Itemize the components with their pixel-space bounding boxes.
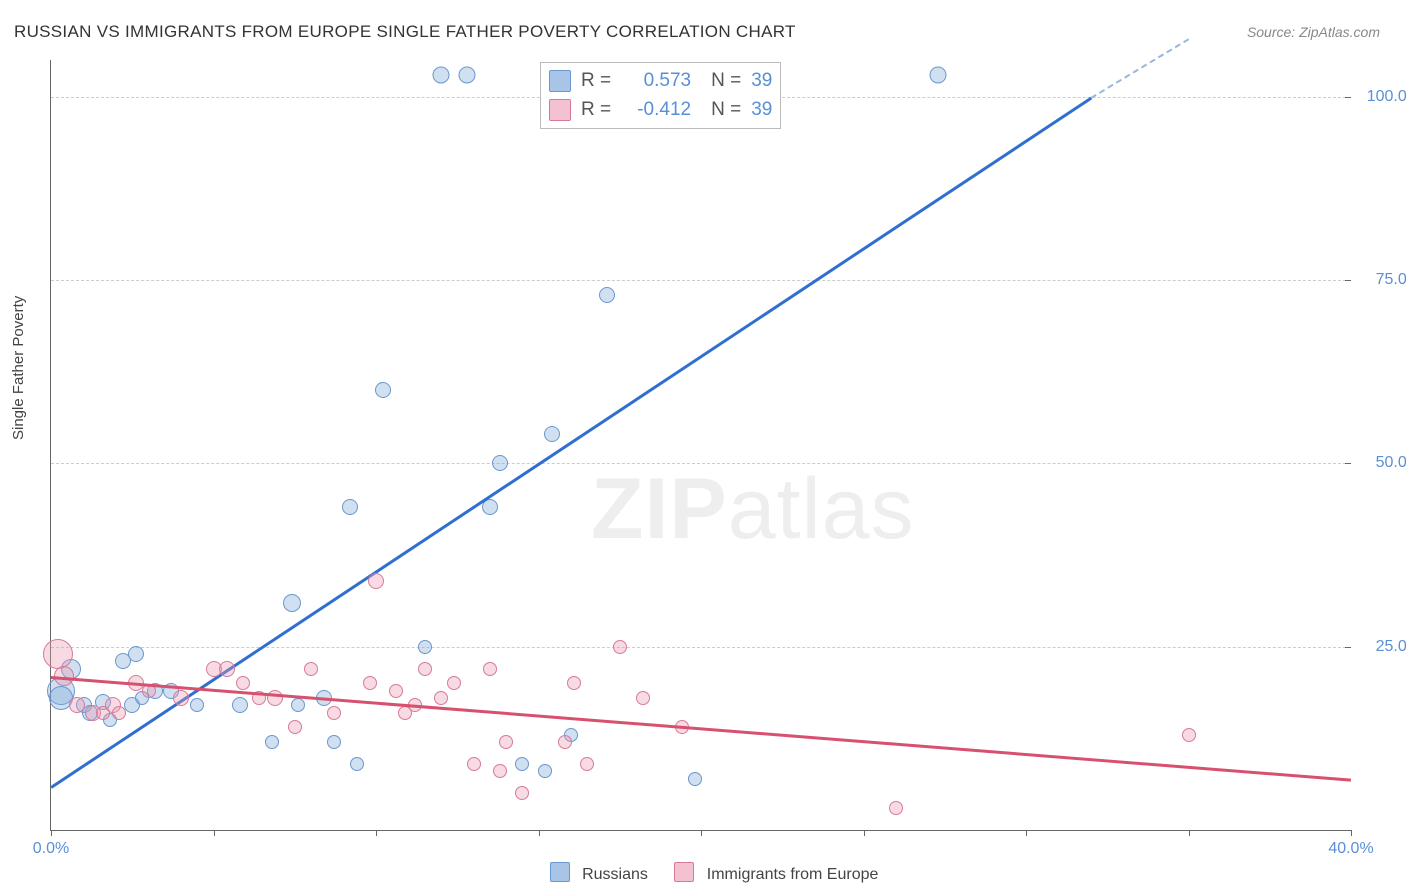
scatter-point-russians [418, 640, 432, 654]
watermark-bold: ZIP [591, 461, 728, 557]
r-value-immigrants: -0.412 [621, 96, 691, 125]
swatch-russians [549, 70, 571, 92]
scatter-point-immigrants [889, 801, 903, 815]
y-tick-label: 75.0% [1361, 271, 1406, 289]
scatter-point-immigrants [580, 757, 594, 771]
scatter-point-russians [190, 698, 204, 712]
legend: Russians Immigrants from Europe [0, 862, 1406, 884]
x-tick-mark [376, 830, 377, 836]
r-label: R = [581, 67, 611, 96]
y-axis-label: Single Father Poverty [10, 296, 27, 440]
scatter-point-immigrants [467, 757, 481, 771]
scatter-point-russians [232, 697, 248, 713]
scatter-point-russians [433, 66, 450, 83]
n-label: N = [711, 96, 741, 125]
y-tick-label: 100.0% [1361, 88, 1406, 106]
swatch-immigrants [549, 99, 571, 121]
scatter-point-immigrants [515, 786, 529, 800]
watermark: ZIPatlas [591, 460, 914, 559]
x-tick-mark [864, 830, 865, 836]
n-label: N = [711, 67, 741, 96]
scatter-point-immigrants [112, 706, 126, 720]
scatter-point-immigrants [236, 676, 250, 690]
scatter-point-immigrants [418, 662, 432, 676]
r-label: R = [581, 96, 611, 125]
n-value-russians: 39 [751, 67, 772, 96]
scatter-point-russians [538, 764, 552, 778]
x-tick-mark [701, 830, 702, 836]
scatter-point-immigrants [613, 640, 627, 654]
scatter-point-russians [350, 757, 364, 771]
gridline-h [51, 463, 1351, 464]
scatter-point-immigrants [363, 676, 377, 690]
y-tick-label: 25.0% [1361, 638, 1406, 656]
scatter-point-russians [599, 287, 615, 303]
scatter-point-russians [327, 735, 341, 749]
source-attribution: Source: ZipAtlas.com [1247, 24, 1380, 40]
scatter-point-immigrants [558, 735, 572, 749]
y-tick-mark [1345, 647, 1351, 648]
y-tick-mark [1345, 280, 1351, 281]
scatter-point-russians [342, 499, 358, 515]
scatter-point-immigrants [327, 706, 341, 720]
y-tick-mark [1345, 97, 1351, 98]
y-tick-mark [1345, 463, 1351, 464]
scatter-point-immigrants [434, 691, 448, 705]
scatter-point-immigrants [483, 662, 497, 676]
scatter-point-russians [515, 757, 529, 771]
r-value-russians: 0.573 [621, 67, 691, 96]
scatter-point-immigrants [389, 684, 403, 698]
correlation-box: R = 0.573 N = 39 R = -0.412 N = 39 [540, 62, 781, 129]
scatter-plot-area: ZIPatlas 25.0%50.0%75.0%100.0%0.0%40.0% [50, 60, 1351, 831]
x-tick-mark [1351, 830, 1352, 836]
scatter-point-immigrants [368, 573, 384, 589]
x-tick-label: 40.0% [1328, 840, 1373, 858]
gridline-h [51, 647, 1351, 648]
scatter-point-russians [492, 455, 508, 471]
scatter-point-immigrants [69, 697, 85, 713]
scatter-point-russians [544, 426, 560, 442]
correlation-row-immigrants: R = -0.412 N = 39 [549, 96, 772, 125]
scatter-point-immigrants [173, 690, 189, 706]
scatter-point-immigrants [447, 676, 461, 690]
scatter-point-russians [688, 772, 702, 786]
scatter-point-russians [128, 646, 144, 662]
scatter-point-russians [930, 66, 947, 83]
x-tick-mark [539, 830, 540, 836]
scatter-point-immigrants [288, 720, 302, 734]
x-tick-mark [214, 830, 215, 836]
scatter-point-immigrants [219, 661, 235, 677]
scatter-point-immigrants [636, 691, 650, 705]
scatter-point-immigrants [567, 676, 581, 690]
scatter-point-immigrants [43, 639, 73, 669]
scatter-point-russians [375, 382, 391, 398]
x-tick-mark [51, 830, 52, 836]
legend-swatch-russians [550, 862, 570, 882]
scatter-point-russians [265, 735, 279, 749]
watermark-rest: atlas [728, 461, 915, 557]
x-tick-label: 0.0% [33, 840, 69, 858]
correlation-row-russians: R = 0.573 N = 39 [549, 67, 772, 96]
scatter-point-immigrants [304, 662, 318, 676]
source-prefix: Source: [1247, 24, 1299, 40]
legend-label-immigrants: Immigrants from Europe [707, 866, 879, 883]
scatter-point-russians [482, 499, 498, 515]
trend-line-immigrants [51, 676, 1351, 781]
n-value-immigrants: 39 [751, 96, 772, 125]
gridline-h [51, 280, 1351, 281]
chart-title: RUSSIAN VS IMMIGRANTS FROM EUROPE SINGLE… [14, 22, 796, 42]
source-name: ZipAtlas.com [1299, 24, 1380, 40]
scatter-point-russians [459, 66, 476, 83]
legend-label-russians: Russians [582, 866, 648, 883]
scatter-point-immigrants [493, 764, 507, 778]
scatter-point-immigrants [499, 735, 513, 749]
x-tick-mark [1189, 830, 1190, 836]
y-tick-label: 50.0% [1361, 454, 1406, 472]
scatter-point-immigrants [1182, 728, 1196, 742]
legend-swatch-immigrants [674, 862, 694, 882]
x-tick-mark [1026, 830, 1027, 836]
trend-line-dash-russians [1090, 38, 1189, 98]
scatter-point-russians [291, 698, 305, 712]
scatter-point-russians [283, 594, 301, 612]
